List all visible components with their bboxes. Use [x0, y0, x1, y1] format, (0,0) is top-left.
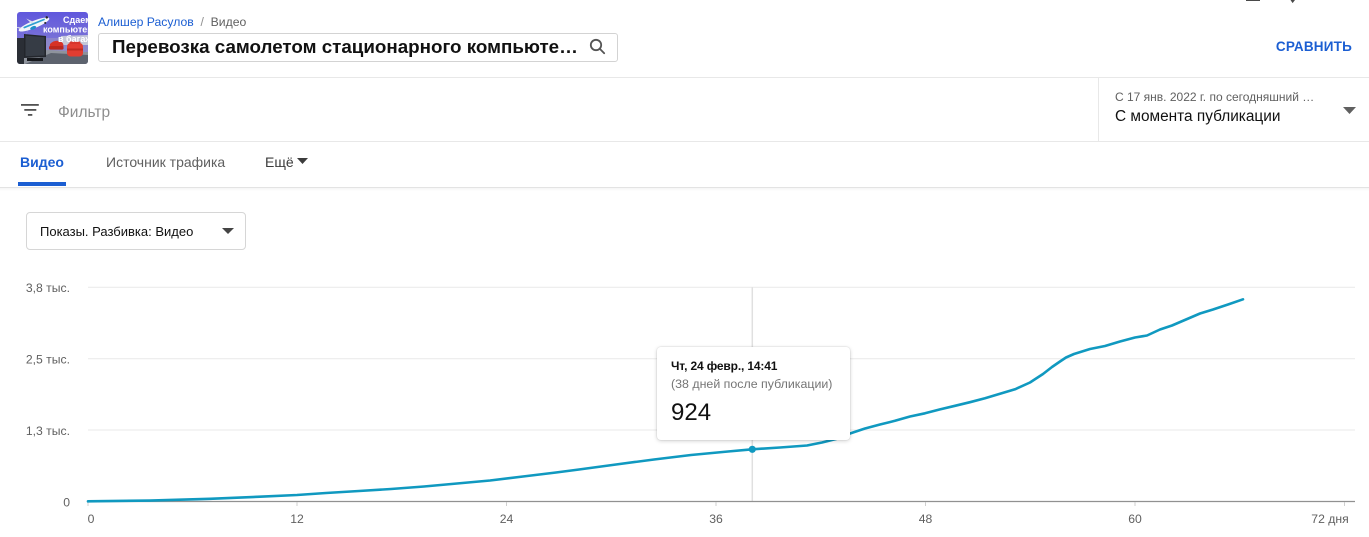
svg-text:Сдаем: Сдаем: [63, 15, 88, 25]
svg-text:24: 24: [500, 512, 514, 526]
svg-text:36: 36: [709, 512, 723, 526]
svg-text:60: 60: [1128, 512, 1142, 526]
svg-text:12: 12: [290, 512, 304, 526]
svg-text:1,3 тыс.: 1,3 тыс.: [26, 424, 70, 438]
svg-text:48: 48: [919, 512, 933, 526]
svg-text:0: 0: [88, 512, 95, 526]
svg-text:компьютер: компьютер: [43, 25, 88, 35]
svg-text:3,8 тыс.: 3,8 тыс.: [26, 281, 70, 295]
svg-text:72 дня: 72 дня: [1311, 512, 1348, 526]
svg-text:2,5 тыс.: 2,5 тыс.: [26, 353, 70, 367]
svg-text:0: 0: [63, 495, 70, 509]
svg-text:в багаж: в багаж: [58, 34, 88, 44]
